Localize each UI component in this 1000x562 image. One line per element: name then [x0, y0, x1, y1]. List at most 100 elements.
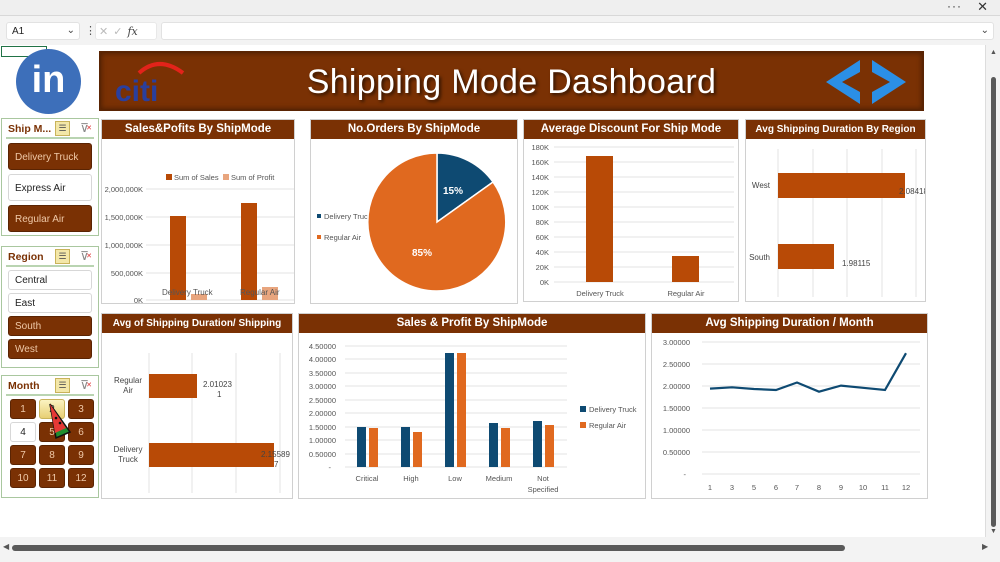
pie-slice-regular-air[interactable] — [367, 152, 507, 292]
y-tick: 2.50000 — [309, 396, 336, 405]
chart-sales-profit-priority[interactable]: Sales & Profit By ShipMode 4.50000 4.000… — [298, 313, 646, 499]
chart-sales-profits[interactable]: Sales&Pofits By ShipMode Sum of Sales Su… — [101, 119, 295, 304]
month-item-4[interactable]: 4 — [10, 422, 36, 442]
y-tick: 160K — [531, 158, 549, 167]
x-label: 6 — [774, 483, 778, 492]
vertical-scroll-thumb[interactable] — [991, 77, 996, 527]
bar-regular-air[interactable] — [672, 256, 699, 282]
chart-duration-month[interactable]: Avg Shipping Duration / Month 3.00000 2.… — [651, 313, 928, 499]
close-button[interactable]: ✕ — [977, 0, 988, 14]
y-label: Truck — [118, 455, 139, 464]
scroll-left-icon[interactable]: ◀ — [3, 542, 10, 551]
y-tick: 0K — [540, 278, 549, 287]
bar-regular-air[interactable] — [149, 374, 197, 398]
previous-arrow-icon[interactable] — [824, 58, 864, 106]
chart-orders-pie[interactable]: No.Orders By ShipMode Delivery Truck Reg… — [310, 119, 518, 304]
line-series[interactable] — [709, 352, 907, 393]
month-item-1[interactable]: 1 — [10, 399, 36, 419]
y-label: South — [749, 253, 770, 262]
insert-function-icon[interactable]: fx — [127, 25, 138, 38]
bar-sales-regular-air[interactable] — [241, 203, 257, 300]
slicer-item-west[interactable]: West — [8, 339, 92, 359]
chart-avg-discount[interactable]: Average Discount For Ship Mode 180K 160K… — [523, 119, 739, 302]
clear-filter-icon[interactable]: ⊽ ✕ — [80, 378, 92, 392]
month-item-10[interactable]: 10 — [10, 468, 36, 488]
formula-bar: A1 ⌄ ⋮ ✕ ✓ fx ⌄ — [0, 17, 1000, 45]
bar-sales-delivery-truck[interactable] — [170, 216, 186, 300]
enter-icon[interactable]: ✓ — [113, 26, 123, 38]
month-item-3[interactable]: 3 — [68, 399, 94, 419]
horizontal-scrollbar[interactable]: ◀ ▶ — [0, 540, 1000, 556]
chart-title: Avg Shipping Duration / Month — [652, 314, 927, 333]
data-label: 1 — [217, 390, 222, 399]
multi-select-icon[interactable]: ☰ — [55, 121, 70, 136]
multi-select-icon[interactable]: ☰ — [55, 378, 70, 393]
y-tick: 80K — [536, 218, 549, 227]
pie-label: 15% — [443, 186, 463, 197]
bar-delivery-truck[interactable] — [149, 443, 274, 467]
clear-filter-icon[interactable]: ⊽ ✕ — [80, 121, 92, 135]
data-label: 2.08418 — [899, 187, 925, 196]
expand-formula-icon[interactable]: ⌄ — [980, 25, 989, 36]
y-tick: 3.50000 — [309, 369, 336, 378]
horizontal-scroll-thumb[interactable] — [12, 545, 845, 551]
linkedin-logo[interactable]: in — [16, 49, 81, 114]
x-label: Delivery Truck — [162, 288, 213, 297]
more-options-button[interactable]: ··· — [947, 0, 962, 13]
bar-profit-regular-air[interactable] — [262, 287, 278, 300]
scroll-right-icon[interactable]: ▶ — [982, 542, 989, 551]
y-tick: 60K — [536, 233, 549, 242]
chart-duration-shipping[interactable]: Avg of Shipping Duration/ Shipping Regul… — [101, 313, 293, 499]
bar-delivery-truck[interactable] — [586, 156, 613, 282]
page-title: Shipping Mode Dashboard — [306, 63, 717, 101]
x-label: Medium — [486, 474, 513, 483]
slicer-item-east[interactable]: East — [8, 293, 92, 313]
y-tick: 4.00000 — [309, 355, 336, 364]
chevron-down-icon[interactable]: ⌄ — [66, 25, 75, 36]
y-tick: 0.50000 — [663, 448, 690, 457]
scroll-down-icon[interactable]: ▼ — [990, 528, 997, 535]
x-label: Regular Air — [240, 288, 280, 297]
chart-duration-region[interactable]: Avg Shipping Duration By Region West Sou… — [745, 119, 926, 302]
slicer-item-express-air[interactable]: Express Air — [8, 174, 92, 201]
x-label: Specified — [528, 485, 559, 494]
month-item-7[interactable]: 7 — [10, 445, 36, 465]
clear-filter-icon[interactable]: ⊽ ✕ — [80, 249, 92, 263]
y-tick: 1.50000 — [309, 423, 336, 432]
y-tick: 140K — [531, 173, 549, 182]
slicer-item-delivery-truck[interactable]: Delivery Truck — [8, 143, 92, 170]
month-item-11[interactable]: 11 — [39, 468, 65, 488]
name-box-value: A1 — [12, 26, 25, 37]
slicer-item-central[interactable]: Central — [8, 270, 92, 290]
month-item-12[interactable]: 12 — [68, 468, 94, 488]
data-label: 2.01023 — [203, 380, 232, 389]
name-box[interactable]: A1 ⌄ — [6, 22, 80, 40]
bar-south[interactable] — [778, 244, 834, 269]
data-label: 1.98115 — [842, 259, 871, 268]
y-tick: 0.50000 — [309, 450, 336, 459]
scroll-up-icon[interactable]: ▲ — [990, 49, 997, 56]
slicer-item-south[interactable]: South — [8, 316, 92, 336]
slicer-item-regular-air[interactable]: Regular Air — [8, 205, 92, 232]
chart-title: Avg Shipping Duration By Region — [746, 120, 925, 139]
cancel-icon[interactable]: ✕ — [99, 26, 109, 38]
x-label: 8 — [817, 483, 821, 492]
chart-title: Average Discount For Ship Mode — [524, 120, 738, 139]
bar-west[interactable] — [778, 173, 905, 198]
vertical-scrollbar[interactable]: ▲ ▼ — [987, 45, 1000, 537]
y-tick: 2,000,000K — [105, 185, 143, 194]
multi-select-icon[interactable]: ☰ — [55, 249, 70, 264]
pie-slice-delivery-truck[interactable] — [436, 152, 495, 224]
region-slicer: Region ☰ ⊽ ✕ Central East South West — [1, 246, 99, 368]
chart-title: Avg of Shipping Duration/ Shipping — [102, 314, 292, 333]
month-item-9[interactable]: 9 — [68, 445, 94, 465]
slicer-title: Region — [8, 251, 44, 263]
legend-regular-air: Regular Air — [324, 233, 362, 242]
x-label: 11 — [881, 483, 889, 492]
pie-label: 85% — [412, 248, 432, 259]
formula-input[interactable]: ⌄ — [161, 22, 994, 40]
next-arrow-icon[interactable] — [868, 58, 908, 106]
month-item-8[interactable]: 8 — [39, 445, 65, 465]
y-label: West — [752, 181, 771, 190]
bar-profit-delivery-truck[interactable] — [191, 294, 207, 300]
